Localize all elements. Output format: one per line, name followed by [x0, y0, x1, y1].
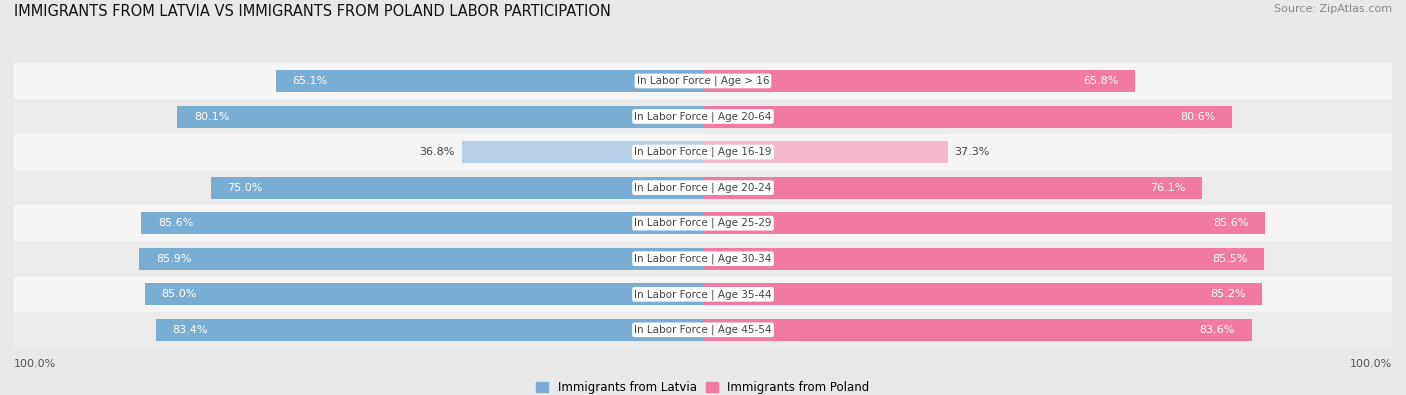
Text: 75.0%: 75.0%	[228, 182, 263, 193]
Text: In Labor Force | Age 30-34: In Labor Force | Age 30-34	[634, 254, 772, 264]
Bar	[14, 134, 1392, 170]
Bar	[703, 105, 1232, 128]
Text: 85.9%: 85.9%	[156, 254, 191, 264]
Text: 37.3%: 37.3%	[955, 147, 990, 157]
Text: 65.8%: 65.8%	[1083, 76, 1118, 86]
Bar	[14, 276, 1392, 312]
Text: Source: ZipAtlas.com: Source: ZipAtlas.com	[1274, 4, 1392, 14]
Bar	[276, 70, 703, 92]
Legend: Immigrants from Latvia, Immigrants from Poland: Immigrants from Latvia, Immigrants from …	[531, 376, 875, 395]
Bar	[703, 283, 1263, 305]
Bar	[145, 283, 703, 305]
Bar	[139, 248, 703, 270]
Bar	[211, 177, 703, 199]
Bar	[177, 105, 703, 128]
Text: In Labor Force | Age 16-19: In Labor Force | Age 16-19	[634, 147, 772, 157]
Bar	[14, 170, 1392, 205]
Bar	[156, 319, 703, 341]
Bar	[14, 312, 1392, 348]
Text: 65.1%: 65.1%	[292, 76, 328, 86]
Bar	[703, 177, 1202, 199]
Text: In Labor Force | Age 45-54: In Labor Force | Age 45-54	[634, 325, 772, 335]
Text: In Labor Force | Age 20-64: In Labor Force | Age 20-64	[634, 111, 772, 122]
Text: In Labor Force | Age 25-29: In Labor Force | Age 25-29	[634, 218, 772, 228]
Text: IMMIGRANTS FROM LATVIA VS IMMIGRANTS FROM POLAND LABOR PARTICIPATION: IMMIGRANTS FROM LATVIA VS IMMIGRANTS FRO…	[14, 4, 612, 19]
Text: 85.0%: 85.0%	[162, 289, 197, 299]
Bar	[461, 141, 703, 163]
Text: In Labor Force | Age 35-44: In Labor Force | Age 35-44	[634, 289, 772, 299]
Bar	[703, 70, 1135, 92]
Text: 85.6%: 85.6%	[157, 218, 193, 228]
Bar	[14, 63, 1392, 99]
Text: 85.5%: 85.5%	[1212, 254, 1247, 264]
Text: 76.1%: 76.1%	[1150, 182, 1185, 193]
Bar	[14, 205, 1392, 241]
Bar	[703, 248, 1264, 270]
Text: 80.6%: 80.6%	[1180, 111, 1215, 122]
Text: 80.1%: 80.1%	[194, 111, 229, 122]
Text: In Labor Force | Age > 16: In Labor Force | Age > 16	[637, 76, 769, 86]
Text: 100.0%: 100.0%	[14, 359, 56, 369]
Text: 100.0%: 100.0%	[1350, 359, 1392, 369]
Bar	[703, 212, 1264, 234]
Text: 85.2%: 85.2%	[1211, 289, 1246, 299]
Bar	[142, 212, 703, 234]
Text: 83.4%: 83.4%	[172, 325, 208, 335]
Bar	[14, 241, 1392, 276]
Bar	[703, 319, 1251, 341]
Bar	[703, 141, 948, 163]
Text: 36.8%: 36.8%	[419, 147, 456, 157]
Text: In Labor Force | Age 20-24: In Labor Force | Age 20-24	[634, 182, 772, 193]
Text: 85.6%: 85.6%	[1213, 218, 1249, 228]
Text: 83.6%: 83.6%	[1199, 325, 1234, 335]
Bar	[14, 99, 1392, 134]
